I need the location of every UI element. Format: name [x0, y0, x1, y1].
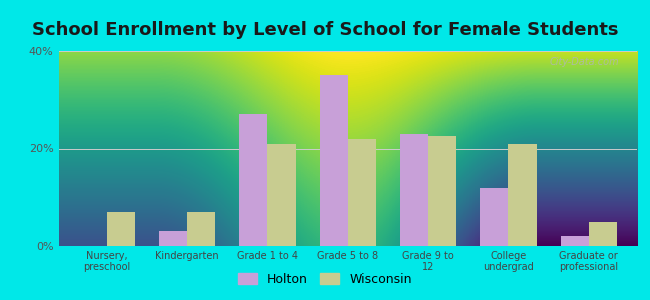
- Bar: [267, 144, 296, 246]
- Bar: [508, 144, 536, 246]
- Text: City-Data.com: City-Data.com: [550, 57, 619, 67]
- Text: School Enrollment by Level of School for Female Students: School Enrollment by Level of School for…: [32, 21, 618, 39]
- Bar: [589, 222, 617, 246]
- Bar: [348, 139, 376, 246]
- Bar: [159, 231, 187, 246]
- Bar: [320, 75, 348, 246]
- Bar: [239, 114, 267, 246]
- Legend: Holton, Wisconsin: Holton, Wisconsin: [233, 268, 417, 291]
- Bar: [187, 212, 215, 246]
- Bar: [107, 212, 135, 246]
- Bar: [428, 136, 456, 246]
- Bar: [400, 134, 428, 246]
- Bar: [480, 188, 508, 246]
- Bar: [561, 236, 589, 246]
